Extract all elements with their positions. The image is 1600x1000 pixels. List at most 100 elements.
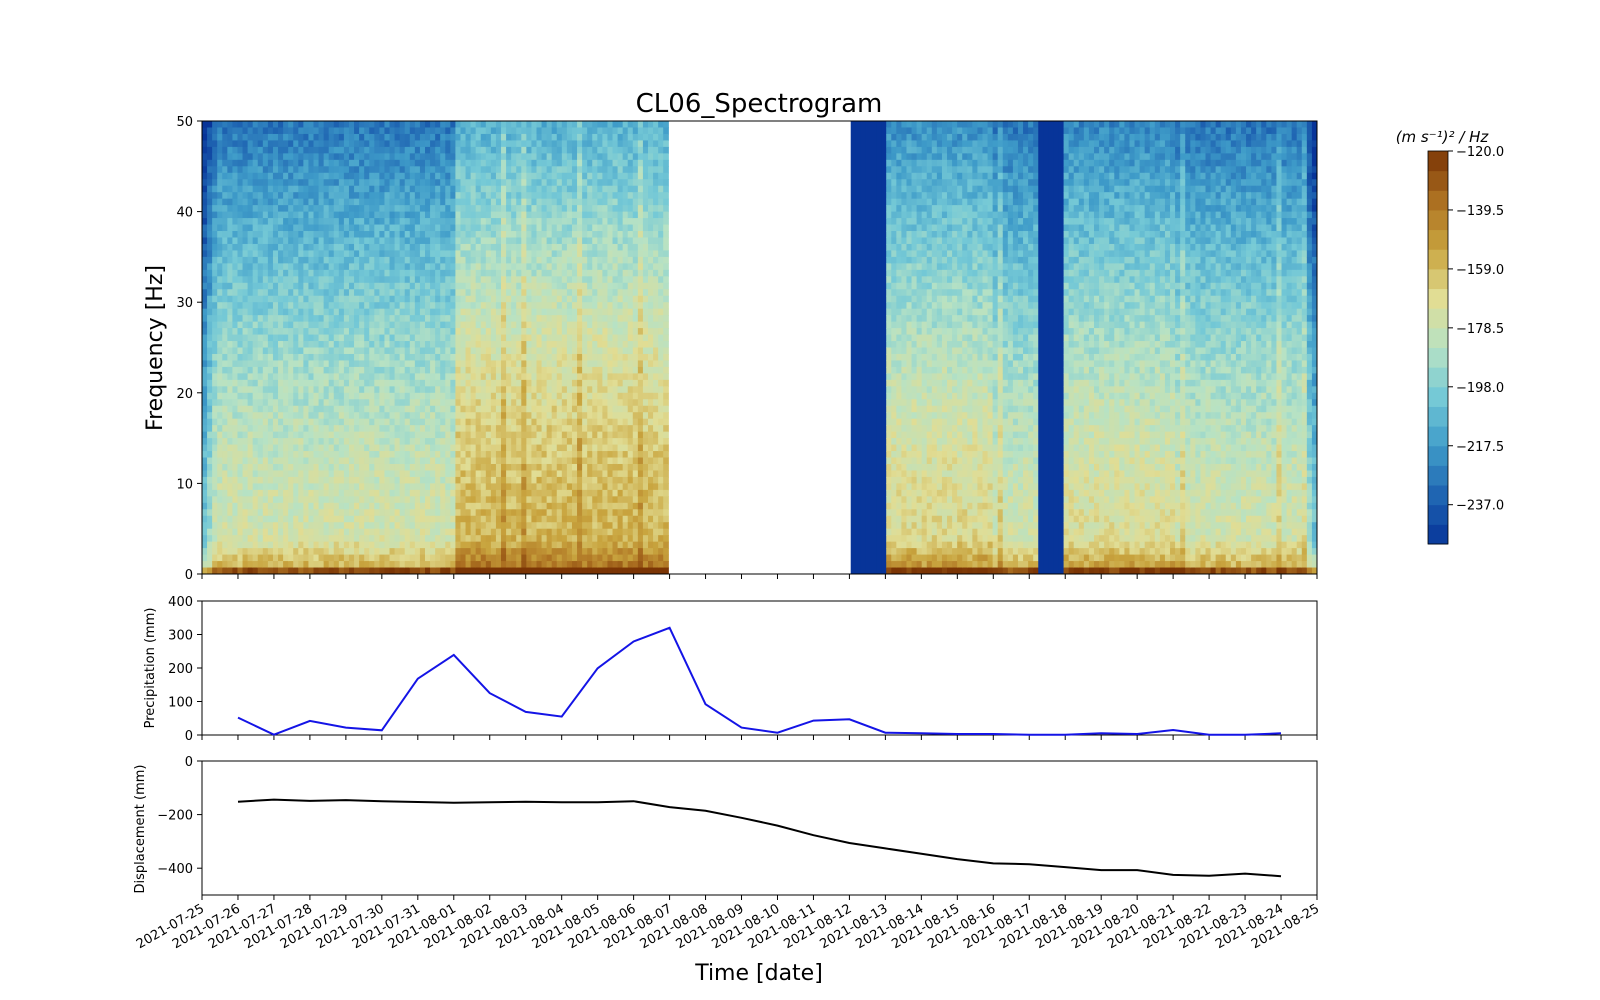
spectrogram-cell bbox=[455, 334, 462, 342]
spectrogram-cell bbox=[232, 483, 239, 491]
spectrogram-cell bbox=[288, 360, 294, 368]
spectrogram-cell bbox=[409, 567, 416, 574]
spectrogram-cell bbox=[409, 412, 416, 420]
spectrogram-cell bbox=[207, 192, 213, 200]
spectrogram-cell bbox=[526, 256, 533, 264]
spectrogram-cell bbox=[359, 463, 365, 472]
spectrogram-cell bbox=[283, 457, 289, 465]
spectrogram-cell bbox=[212, 263, 218, 271]
spectrogram-cell bbox=[455, 282, 462, 290]
spectrogram-cell bbox=[475, 392, 482, 400]
spectrogram-cell bbox=[430, 127, 436, 135]
spectrogram-cell bbox=[283, 256, 289, 264]
spectrogram-cell bbox=[303, 554, 310, 562]
spectrogram-cell bbox=[364, 166, 370, 174]
spectrogram-cell bbox=[202, 379, 208, 387]
spectrogram-cell bbox=[267, 399, 274, 407]
spectrogram-cell bbox=[328, 282, 335, 290]
spectrogram-cell bbox=[526, 127, 533, 135]
spectrogram-cell bbox=[394, 353, 401, 362]
spectrogram-cell bbox=[237, 438, 244, 446]
spectrogram-cell bbox=[288, 237, 294, 245]
spectrogram-cell bbox=[252, 146, 259, 154]
spectrogram-cell bbox=[556, 218, 563, 226]
spectrogram-cell bbox=[318, 166, 325, 174]
spectrogram-cell bbox=[359, 567, 365, 574]
spectrogram-cell bbox=[521, 133, 527, 142]
spectrogram-cell bbox=[556, 405, 563, 413]
spectrogram-cell bbox=[288, 179, 294, 187]
spectrogram-cell bbox=[414, 399, 421, 407]
spectrogram-cell bbox=[501, 282, 507, 290]
spectrogram-cell bbox=[288, 405, 294, 413]
spectrogram-cell bbox=[257, 159, 264, 167]
spectrogram-cell bbox=[465, 146, 472, 154]
spectrogram-cell bbox=[501, 451, 507, 459]
spectrogram-cell bbox=[308, 153, 315, 161]
spectrogram-cell bbox=[440, 463, 446, 472]
spectrogram-cell bbox=[404, 237, 411, 245]
spectrogram-cell bbox=[293, 373, 299, 381]
spectrogram-cell bbox=[379, 463, 386, 472]
spectrogram-cell bbox=[485, 457, 492, 465]
spectrogram-cell bbox=[237, 289, 244, 297]
spectrogram-cell bbox=[379, 392, 386, 400]
spectrogram-cell bbox=[257, 451, 264, 459]
spectrogram-cell bbox=[369, 127, 375, 135]
spectrogram-cell bbox=[536, 567, 543, 574]
spectrogram-cell bbox=[343, 425, 350, 433]
spectrogram-cell bbox=[262, 133, 269, 142]
spectrogram-cell bbox=[252, 295, 259, 303]
spectrogram-cell bbox=[506, 444, 512, 452]
spectrogram-cell bbox=[369, 366, 375, 374]
spectrogram-cell bbox=[425, 425, 431, 433]
spectrogram-cell bbox=[541, 146, 548, 154]
spectrogram-cell bbox=[414, 308, 421, 316]
spectrogram-cell bbox=[369, 509, 375, 517]
spectrogram-cell bbox=[470, 133, 477, 142]
spectrogram-cell bbox=[247, 457, 254, 465]
spectrogram-cell bbox=[425, 548, 431, 556]
spectrogram-cell bbox=[237, 496, 244, 504]
spectrogram-cell bbox=[318, 548, 325, 556]
spectrogram-cell bbox=[425, 567, 431, 574]
spectrogram-cell bbox=[212, 159, 218, 167]
spectrogram-cell bbox=[262, 502, 269, 510]
spectrogram-cell bbox=[359, 334, 365, 342]
spectrogram-cell bbox=[338, 121, 345, 129]
spectrogram-cell bbox=[455, 554, 462, 562]
spectrogram-cell bbox=[440, 179, 446, 187]
spectrogram-cell bbox=[531, 256, 538, 264]
spectrogram-cell bbox=[318, 328, 325, 336]
spectrogram-cell bbox=[293, 166, 299, 174]
spectrogram-cell bbox=[272, 392, 279, 400]
spectrogram-cell bbox=[313, 237, 320, 245]
spectrogram-cell bbox=[490, 218, 497, 226]
spectrogram-cell bbox=[389, 405, 396, 413]
spectrogram-cell bbox=[348, 522, 355, 530]
spectrogram-cell bbox=[445, 483, 451, 491]
spectrogram-cell bbox=[202, 224, 208, 232]
spectrogram-cell bbox=[551, 172, 558, 180]
spectrogram-cell bbox=[374, 302, 380, 310]
spectrogram-cell bbox=[308, 121, 315, 129]
spectrogram-cell bbox=[348, 237, 355, 245]
spectrogram-cell bbox=[470, 457, 477, 465]
spectrogram-cell bbox=[480, 463, 487, 472]
spectrogram-cell bbox=[374, 341, 380, 349]
spectrogram-cell bbox=[242, 341, 249, 349]
spectrogram-cell bbox=[394, 159, 401, 167]
spectrogram-cell bbox=[343, 256, 350, 264]
spectrogram-cell bbox=[475, 146, 482, 154]
spectrogram-cell bbox=[278, 341, 284, 349]
spectrogram-cell bbox=[207, 444, 213, 452]
spectrogram-cell bbox=[506, 133, 512, 142]
spectrogram-cell bbox=[338, 341, 345, 349]
spectrogram-cell bbox=[399, 289, 406, 297]
spectrogram-cell bbox=[328, 515, 335, 523]
spectrogram-cell bbox=[207, 399, 213, 407]
spectrogram-cell bbox=[399, 127, 406, 135]
spectrogram-cell bbox=[232, 535, 239, 543]
spectrogram-cell bbox=[495, 392, 502, 400]
spectrogram-cell bbox=[404, 166, 411, 174]
